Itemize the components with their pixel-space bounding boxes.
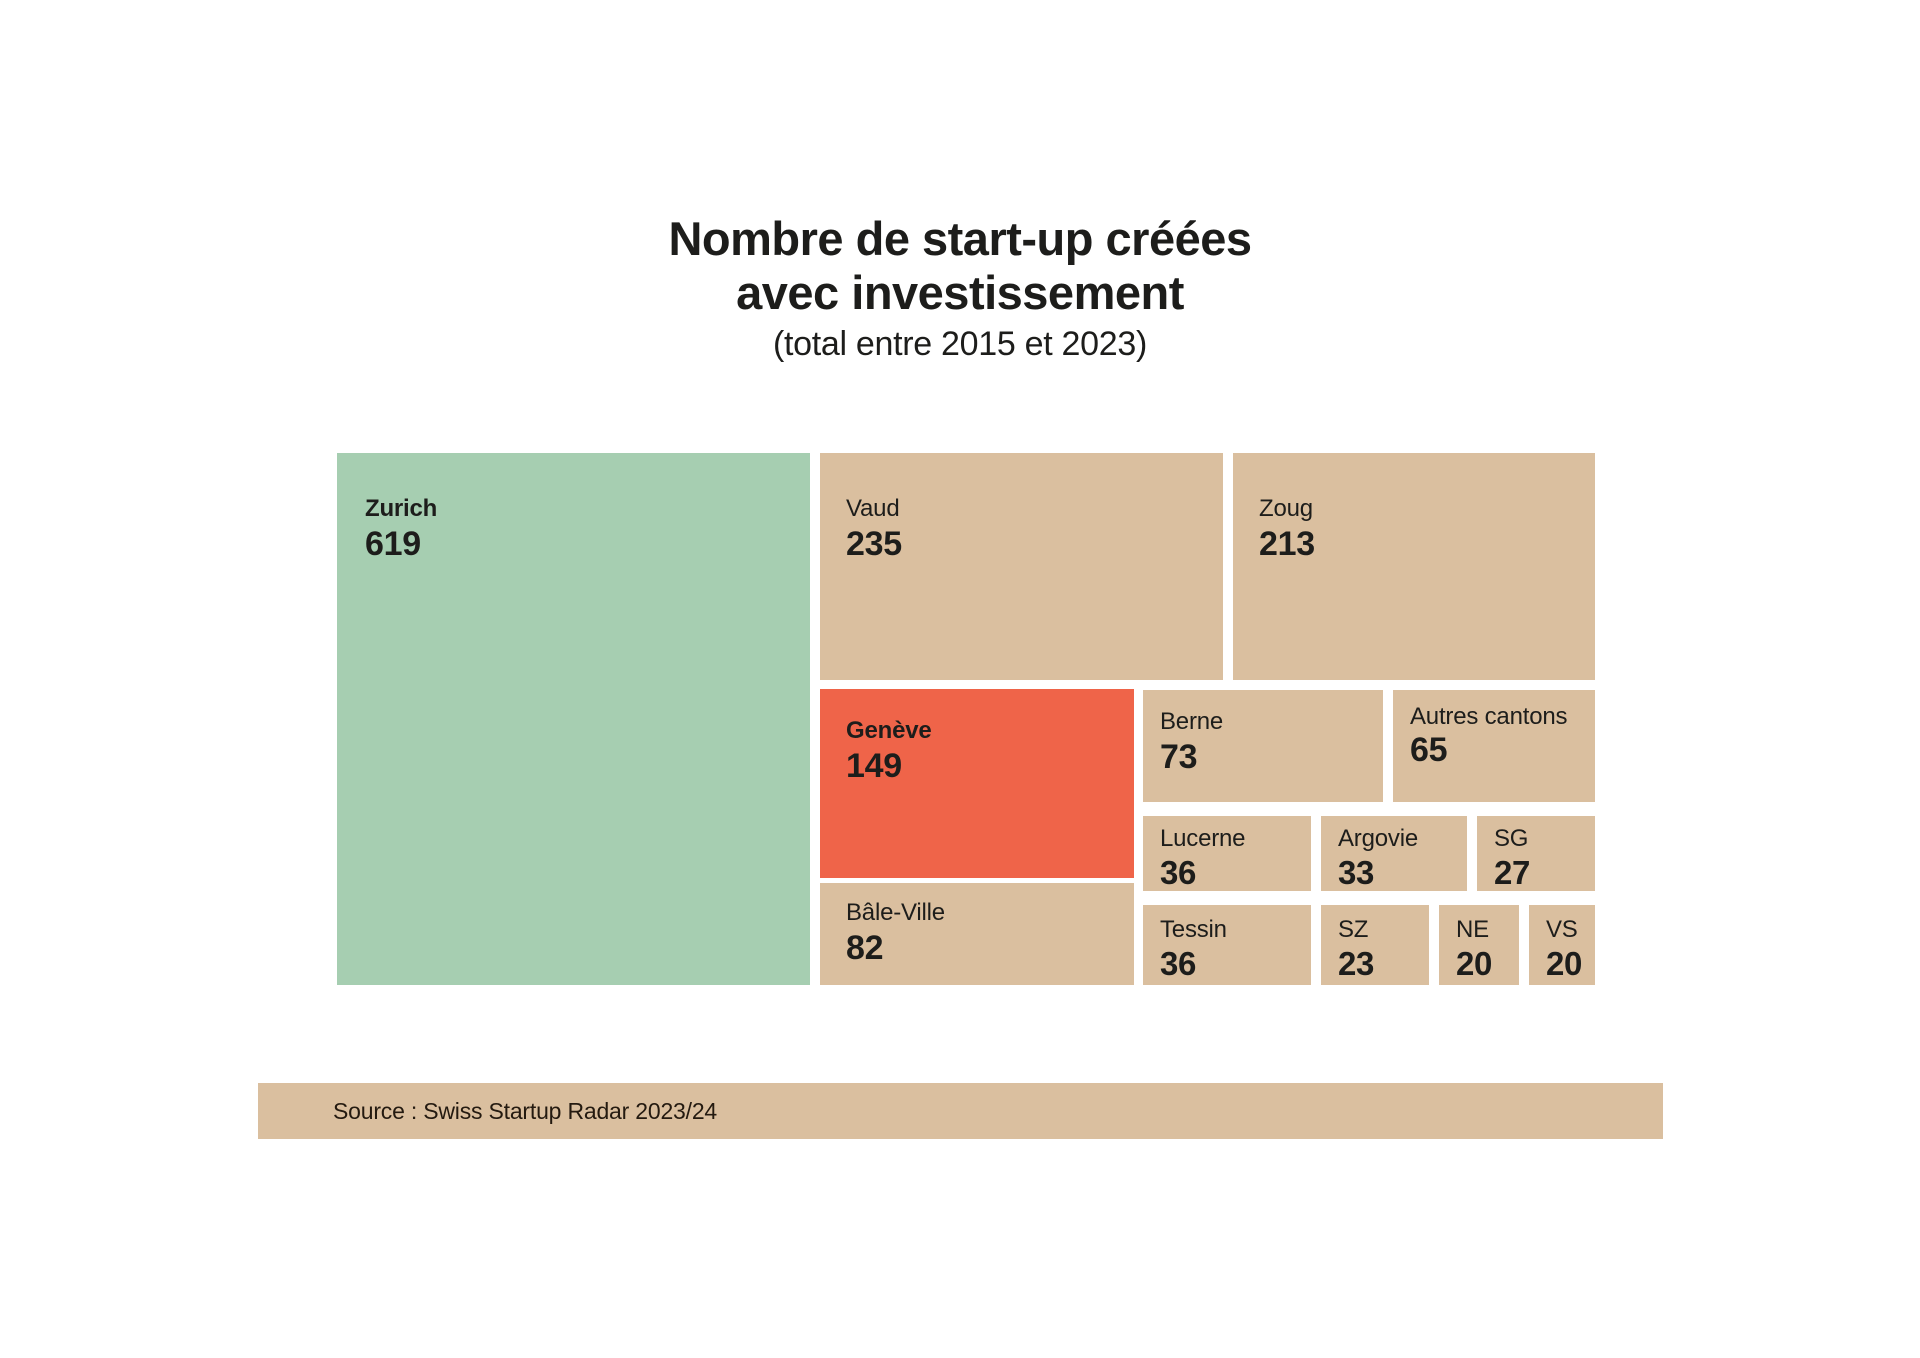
block-label: Lucerne [1160, 825, 1246, 852]
block-value: 36 [1160, 854, 1197, 891]
treemap-block-vaud: Vaud 235 [820, 453, 1223, 680]
treemap-block-berne: Berne 73 [1143, 690, 1383, 802]
block-value: 23 [1338, 945, 1375, 982]
block-label: Argovie [1338, 825, 1418, 852]
block-label: VS [1546, 916, 1578, 943]
treemap-block-sg: SG 27 [1477, 816, 1595, 891]
block-value: 213 [1259, 525, 1315, 563]
block-value: 73 [1160, 738, 1198, 776]
block-label: SG [1494, 825, 1529, 852]
treemap-block-geneve: Genève 149 [820, 689, 1134, 878]
treemap: Zurich 619 Vaud 235 Zoug 213 Genève 149 … [337, 453, 1595, 985]
block-value: 20 [1546, 945, 1583, 982]
block-value: 149 [846, 747, 902, 785]
treemap-block-vs: VS 20 [1529, 905, 1595, 985]
block-label: Zoug [1259, 495, 1313, 522]
treemap-block-lucerne: Lucerne 36 [1143, 816, 1311, 891]
block-label: Vaud [846, 495, 900, 522]
block-label: Bâle-Ville [846, 899, 945, 926]
chart-title-line1: Nombre de start-up créées [668, 212, 1252, 265]
block-value: 619 [365, 525, 421, 563]
treemap-block-zoug: Zoug 213 [1233, 453, 1595, 680]
treemap-block-bale-ville: Bâle-Ville 82 [820, 883, 1134, 985]
block-label: SZ [1338, 916, 1369, 943]
block-value: 82 [846, 929, 884, 967]
block-label: Zurich [365, 495, 438, 522]
block-label: Genève [846, 717, 932, 744]
block-label: Berne [1160, 708, 1224, 735]
chart-title-line2: avec investissement [736, 266, 1184, 319]
block-label: Autres cantons [1410, 703, 1568, 730]
treemap-block-zurich: Zurich 619 [337, 453, 810, 985]
source-bar: Source : Swiss Startup Radar 2023/24 [258, 1083, 1663, 1139]
chart-subtitle: (total entre 2015 et 2023) [772, 325, 1148, 363]
block-label: Tessin [1160, 916, 1227, 943]
block-value: 20 [1456, 945, 1493, 982]
chart-header: Nombre de start-up créées avec investiss… [0, 212, 1920, 368]
treemap-block-argovie: Argovie 33 [1321, 816, 1467, 891]
source-text: Source : Swiss Startup Radar 2023/24 [333, 1097, 718, 1124]
treemap-block-ne: NE 20 [1439, 905, 1519, 985]
treemap-block-sz: SZ 23 [1321, 905, 1429, 985]
block-value: 65 [1410, 731, 1448, 769]
block-value: 235 [846, 525, 902, 563]
block-label: NE [1456, 916, 1489, 943]
block-value: 33 [1338, 854, 1375, 891]
block-value: 27 [1494, 854, 1531, 891]
treemap-block-autres-cantons: Autres cantons 65 [1393, 690, 1595, 802]
treemap-block-tessin: Tessin 36 [1143, 905, 1311, 985]
block-value: 36 [1160, 945, 1197, 982]
